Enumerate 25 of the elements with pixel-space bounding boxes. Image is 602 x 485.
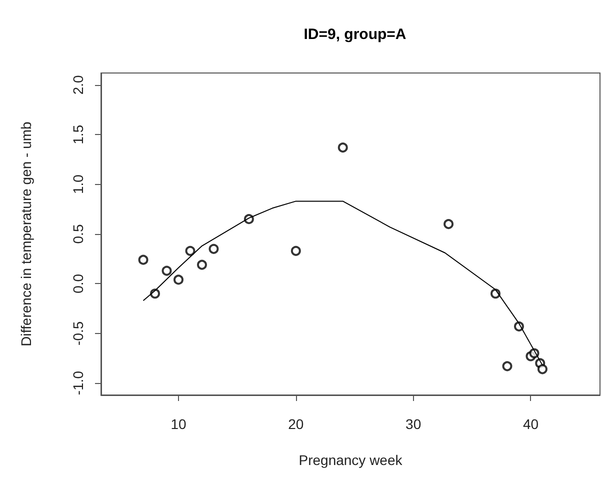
point: [444, 219, 454, 230]
y-tick-label: -0.5: [70, 321, 86, 346]
y-axis-title: Difference in temperature gen - umb: [18, 121, 34, 346]
point: [338, 142, 348, 153]
point: [174, 274, 184, 285]
chart-title: ID=9, group=A: [304, 26, 406, 43]
point: [138, 254, 148, 265]
point: [162, 266, 172, 276]
y-tick-label: 0.0: [70, 274, 86, 294]
x-tick-label: 40: [522, 416, 539, 432]
x-tick-label: 20: [288, 416, 304, 432]
y-tick-label: 1.5: [70, 124, 86, 144]
y-tick-label: 1.0: [70, 174, 86, 194]
point: [290, 246, 301, 256]
y-tick-label: -1.0: [70, 370, 86, 396]
point: [208, 244, 219, 254]
x-tick-label: 30: [406, 416, 422, 432]
point: [502, 361, 512, 372]
y-tick-label: 0.5: [70, 224, 86, 244]
point: [196, 260, 207, 270]
x-tick-label: 10: [170, 416, 186, 432]
point: [537, 364, 548, 374]
y-tick-label: 2.0: [70, 74, 86, 95]
x-axis-title: Pregnancy week: [298, 452, 404, 468]
point: [185, 246, 196, 256]
